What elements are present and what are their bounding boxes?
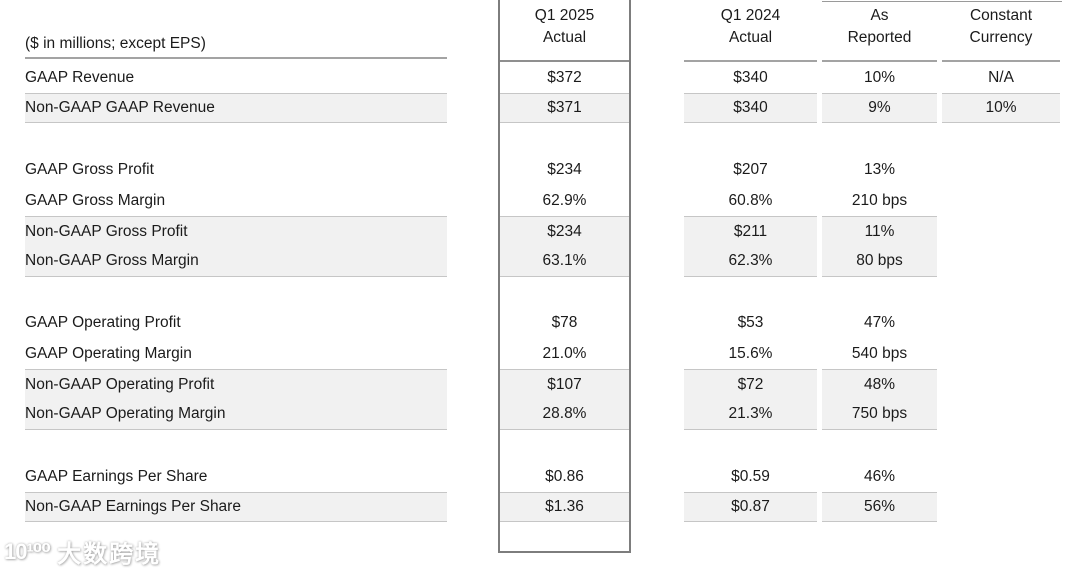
row-label: Non-GAAP GAAP Revenue (25, 93, 447, 123)
q1-2024-value: 62.3% (684, 246, 817, 277)
q1-2024-value: $72 (684, 369, 817, 399)
col-header-q1-2025: Q1 2025 Actual (498, 5, 631, 49)
table-body: GAAP Revenue $372 $340 10% N/A Non-GAAP … (0, 62, 1080, 522)
col-header-constant-currency-line1: Constant (969, 7, 1033, 24)
q1-2025-value: 62.9% (542, 191, 587, 209)
row-label: GAAP Gross Profit (25, 161, 154, 178)
table-row: Non-GAAP Gross Profit $234 $211 11% (0, 216, 1080, 246)
as-reported-value: 46% (863, 467, 896, 485)
table-row: Non-GAAP Gross Margin 63.1% 62.3% 80 bps (0, 246, 1080, 277)
table-row: GAAP Earnings Per Share $0.86 $0.59 46% (0, 461, 1080, 492)
q1-2024-value: $0.59 (731, 467, 770, 485)
row-label: GAAP Operating Margin (25, 344, 192, 362)
table-row: GAAP Operating Profit $78 $53 47% (0, 308, 1080, 338)
table-row: Non-GAAP GAAP Revenue $371 $340 9% 10% (0, 93, 1080, 123)
spacer-row (0, 277, 1080, 308)
q1-2024-value: 60.8% (728, 191, 773, 209)
q1-2025-value: 21.0% (542, 344, 587, 362)
row-label: Non-GAAP Gross Profit (25, 216, 447, 246)
as-reported-header-rule (822, 60, 937, 62)
col-header-constant-currency-line2: Currency (969, 29, 1033, 46)
table-row: GAAP Gross Profit $234 $207 13% (0, 155, 1080, 185)
table-row: Non-GAAP Operating Profit $107 $72 48% (0, 369, 1080, 399)
col-header-q1-2024-line2: Actual (728, 29, 773, 46)
col-header-as-reported-line1: As (870, 7, 889, 24)
q1-2024-value: $53 (737, 314, 764, 331)
q1-2025-value: $1.36 (500, 492, 629, 522)
col-header-q1-2024: Q1 2024 Actual (684, 5, 817, 49)
col-header-as-reported-line2: Reported (847, 29, 912, 46)
row-label: GAAP Earnings Per Share (25, 467, 208, 485)
q1-2025-value: $78 (551, 314, 578, 331)
watermark-logo-icon: 10¹⁰⁰ (4, 538, 51, 564)
constant-currency-header-rule (942, 60, 1060, 62)
row-label: Non-GAAP Operating Profit (25, 369, 447, 399)
row-label: GAAP Gross Margin (25, 191, 166, 209)
as-reported-value: 56% (822, 492, 937, 522)
as-reported-value: 13% (863, 161, 896, 178)
q1-2025-value: $234 (500, 216, 629, 246)
q1-2025-value: $0.86 (545, 467, 584, 485)
table-row: GAAP Gross Margin 62.9% 60.8% 210 bps (0, 185, 1080, 216)
q1-2024-value: $211 (684, 216, 817, 246)
q1-2024-value: $0.87 (684, 492, 817, 522)
as-reported-value: 210 bps (851, 191, 908, 209)
as-reported-value: 9% (822, 93, 937, 123)
q1-2024-value: 21.3% (684, 399, 817, 430)
as-reported-value: 48% (822, 369, 937, 399)
col-header-q1-2024-line1: Q1 2024 (720, 7, 781, 24)
table-row: GAAP Operating Margin 21.0% 15.6% 540 bp… (0, 338, 1080, 369)
table-row: Non-GAAP Operating Margin 28.8% 21.3% 75… (0, 399, 1080, 430)
table-row: GAAP Revenue $372 $340 10% N/A (0, 62, 1080, 93)
q1-2025-value: $234 (547, 161, 582, 178)
as-reported-value: 47% (863, 314, 896, 331)
spacer-row (0, 430, 1080, 461)
table-row: Non-GAAP Earnings Per Share $1.36 $0.87 … (0, 492, 1080, 522)
q1-2025-value: $371 (500, 93, 629, 123)
row-label: Non-GAAP Earnings Per Share (25, 492, 447, 522)
row-label: Non-GAAP Operating Margin (25, 399, 447, 430)
as-reported-value: 10% (863, 68, 896, 86)
q1-2025-value: $107 (500, 369, 629, 399)
as-reported-value: 80 bps (822, 246, 937, 277)
watermark: 10¹⁰⁰ 大数跨境 (4, 534, 161, 569)
table-subtitle: ($ in millions; except EPS) (25, 35, 206, 52)
col-header-q1-2025-line1: Q1 2025 (534, 7, 595, 24)
q1-2024-header-rule (684, 60, 817, 62)
q1-2024-value: $207 (733, 161, 768, 178)
q1-2025-value: 28.8% (500, 399, 629, 430)
q1-2025-value: 63.1% (500, 246, 629, 277)
col-header-as-reported: As Reported (822, 5, 937, 49)
row-label: GAAP Revenue (25, 68, 135, 86)
q1-2024-value: $340 (733, 68, 768, 86)
table-header: ($ in millions; except EPS) Q1 2025 Actu… (0, 0, 1080, 62)
col-header-q1-2025-line2: Actual (542, 29, 587, 46)
watermark-text: 大数跨境 (57, 541, 162, 568)
as-reported-value: 11% (822, 216, 937, 246)
as-reported-value: 540 bps (851, 344, 908, 362)
q1-2024-value: 15.6% (728, 344, 773, 362)
row-label: Non-GAAP Gross Margin (25, 246, 447, 277)
row-label: GAAP Operating Profit (25, 314, 181, 331)
constant-currency-value: 10% (942, 93, 1060, 123)
spacer-row (0, 123, 1080, 155)
col-header-constant-currency: Constant Currency (942, 5, 1060, 49)
q1-2025-header-rule (498, 60, 631, 62)
constant-currency-value: N/A (988, 68, 1014, 86)
pct-change-spanner-rule (822, 1, 1062, 2)
label-column-header-rule (25, 57, 447, 59)
q1-2025-value: $372 (547, 68, 582, 86)
q1-2024-value: $340 (684, 93, 817, 123)
as-reported-value: 750 bps (822, 399, 937, 430)
